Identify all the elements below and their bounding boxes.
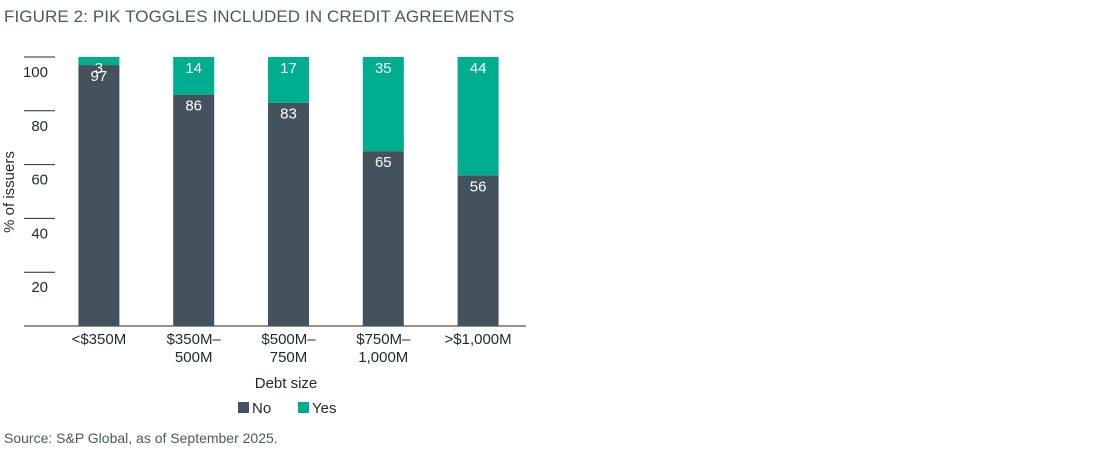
bar-value-label: 35 bbox=[375, 60, 392, 77]
legend-swatch-no bbox=[238, 402, 249, 413]
bar-no bbox=[362, 151, 404, 326]
bar-value-label: 97 bbox=[91, 68, 108, 85]
legend-swatch-yes bbox=[298, 402, 309, 413]
bar-yes bbox=[173, 57, 215, 95]
legend-label-yes: Yes bbox=[312, 400, 336, 417]
bar-yes bbox=[457, 57, 499, 176]
bar-value-label: 44 bbox=[470, 60, 487, 77]
legend-label-no: No bbox=[252, 400, 271, 417]
x-tick-label: $350M– 500M bbox=[167, 331, 222, 366]
bar-no bbox=[457, 175, 499, 326]
x-tick-label: >$1,000M bbox=[445, 331, 512, 348]
x-axis-title: Debt size bbox=[255, 375, 318, 392]
x-tick-label: $500M– 750M bbox=[261, 331, 316, 366]
bar-yes bbox=[78, 57, 120, 66]
bar-value-label: 3 bbox=[95, 60, 103, 77]
source-note: Source: S&P Global, as of September 2025… bbox=[4, 430, 278, 446]
x-tick-label: $750M– 1,000M bbox=[356, 331, 411, 366]
y-tick-label: 100 bbox=[23, 64, 48, 81]
bar-value-label: 56 bbox=[470, 178, 487, 195]
bar-no bbox=[78, 65, 120, 326]
legend: No Yes bbox=[238, 400, 336, 417]
bar-value-label: 83 bbox=[280, 106, 297, 123]
y-tick-label: 40 bbox=[31, 225, 48, 242]
bar-yes bbox=[362, 57, 404, 152]
bar-no bbox=[173, 94, 215, 326]
bar-no bbox=[268, 102, 309, 326]
x-tick-label: <$350M bbox=[72, 331, 127, 348]
y-axis-title: % of issuers bbox=[1, 151, 18, 233]
bar-value-label: 14 bbox=[185, 60, 202, 77]
y-tick-label: 80 bbox=[31, 118, 48, 135]
bar-yes bbox=[268, 57, 309, 103]
bar-value-label: 17 bbox=[280, 60, 297, 77]
chart-title: FIGURE 2: PIK TOGGLES INCLUDED IN CREDIT… bbox=[4, 7, 515, 26]
bars: 973 86 14 83 17 65 35 56 44 bbox=[78, 57, 499, 326]
y-tick-label: 20 bbox=[31, 279, 48, 296]
bar-value-label: 86 bbox=[185, 98, 202, 115]
x-axis: <$350M $350M– 500M $500M– 750M $750M– 1,000M >$… bbox=[72, 331, 512, 366]
bar-value-label: 65 bbox=[375, 154, 392, 171]
y-tick-label: 60 bbox=[31, 172, 48, 189]
